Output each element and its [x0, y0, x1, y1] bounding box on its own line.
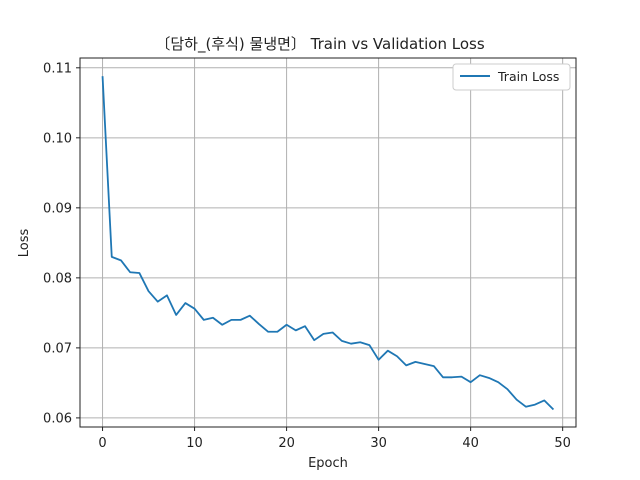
grid-lines [80, 58, 576, 427]
y-axis-label: Loss [17, 229, 32, 258]
x-tick-label: 0 [98, 436, 106, 451]
series-layer [101, 76, 555, 411]
legend-label-train-loss: Train Loss [497, 69, 559, 84]
x-tick-label: 40 [462, 436, 479, 451]
x-tick-label: 10 [186, 436, 203, 451]
plot-area-frame [79, 57, 577, 428]
y-tick-label: 0.10 [43, 131, 72, 146]
series-line-train-loss [101, 76, 555, 411]
legend: Train Loss [452, 63, 571, 91]
x-axis-ticks: 0 10 20 30 40 50 [98, 427, 571, 451]
legend-box [452, 63, 571, 91]
x-tick-label: 20 [278, 436, 295, 451]
y-tick-label: 0.07 [43, 341, 72, 356]
y-tick-label: 0.09 [43, 201, 72, 216]
y-tick-label: 0.06 [43, 411, 72, 426]
x-tick-label: 50 [554, 436, 571, 451]
x-axis-label: Epoch [308, 456, 348, 471]
x-tick-label: 30 [370, 436, 387, 451]
y-axis-ticks: 0.06 0.07 0.08 0.09 0.10 0.11 [43, 61, 80, 426]
y-tick-label: 0.11 [43, 61, 72, 76]
chart-title: 〔담하_(후식) 물냉면〕 Train vs Validation Loss [155, 35, 484, 54]
y-tick-label: 0.08 [43, 271, 72, 286]
